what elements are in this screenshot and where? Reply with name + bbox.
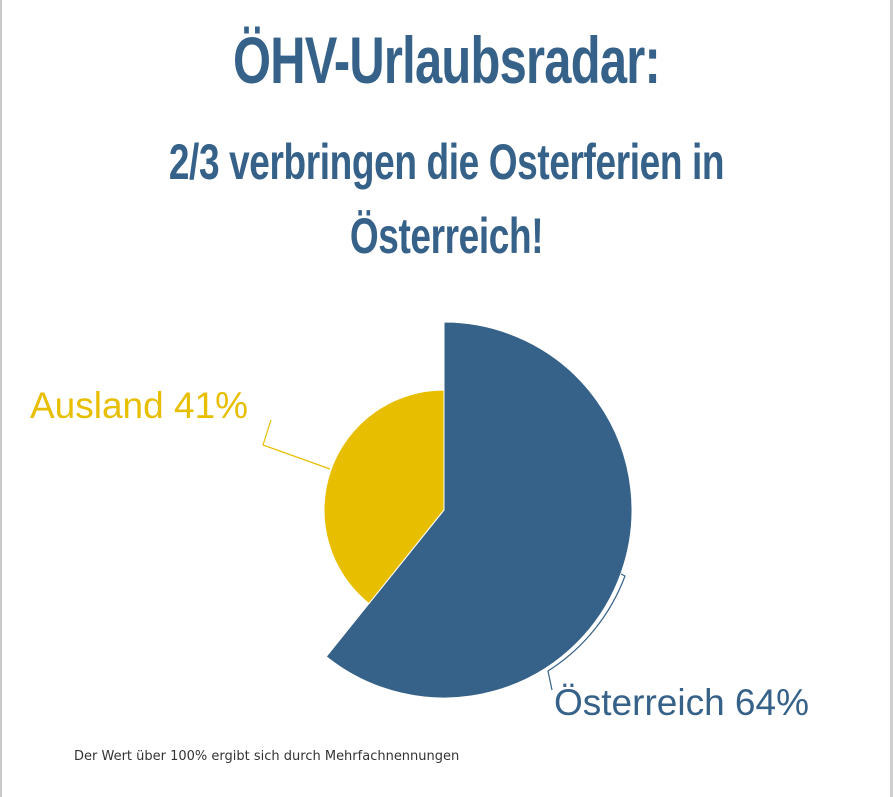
pie-slice-oesterreich[interactable] (325, 321, 633, 699)
frame-border-left (0, 0, 2, 797)
label-oesterreich: Österreich 64% (554, 682, 809, 723)
subtitle-line-2: Österreich! (349, 208, 544, 264)
page-title: ÖHV-Urlaubsradar: (232, 23, 661, 97)
leader-line-oesterreich (547, 573, 626, 691)
footnote: Der Wert über 100% ergibt sich durch Meh… (74, 749, 460, 764)
leader-line-ausland (262, 419, 331, 470)
label-ausland: Ausland 41% (30, 385, 248, 426)
subtitle-line-1: 2/3 verbringen die Osterferien in (168, 134, 725, 190)
pie-slice-ausland[interactable] (323, 389, 445, 605)
frame-border-right (890, 0, 893, 797)
